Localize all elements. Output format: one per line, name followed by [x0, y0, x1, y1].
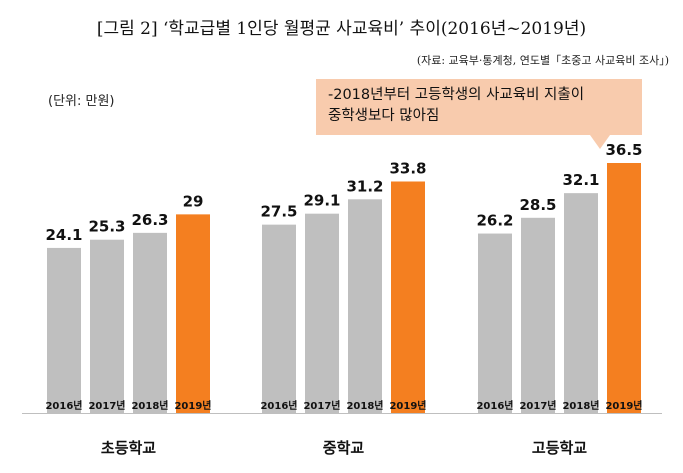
- data-label: 28.5: [519, 196, 556, 214]
- data-label: 27.5: [260, 203, 297, 221]
- data-label: 26.3: [131, 211, 168, 229]
- data-label: 33.8: [389, 159, 426, 177]
- bar: [305, 213, 339, 413]
- year-label: 2017년: [519, 399, 556, 412]
- year-label: 2019년: [174, 399, 211, 412]
- callout-line-1: -2018년부터 고등학생의 사교육비 지출이: [328, 87, 585, 103]
- category-label: 고등학교: [532, 439, 587, 457]
- data-label: 24.1: [45, 226, 82, 244]
- year-label: 2018년: [562, 399, 599, 412]
- year-label: 2018년: [131, 399, 168, 412]
- callout-pointer: [590, 135, 610, 149]
- bar: [564, 193, 598, 413]
- year-label: 2016년: [260, 399, 297, 412]
- bar: [90, 239, 124, 413]
- year-label: 2017년: [303, 399, 340, 412]
- data-label: 29.1: [303, 192, 340, 210]
- bar: [133, 232, 167, 413]
- bar: [521, 217, 555, 413]
- year-label: 2017년: [88, 399, 125, 412]
- year-label: 2016년: [476, 399, 513, 412]
- bar: [607, 163, 641, 413]
- unit-label: (단위: 만원): [48, 94, 115, 109]
- bar: [262, 224, 296, 413]
- callout-box: -2018년부터 고등학생의 사교육비 지출이 중학생보다 많아짐: [316, 79, 642, 135]
- chart-title: [그림 2] ‘학교급별 1인당 월평균 사교육비’ 추이(2016년~2019…: [96, 19, 587, 39]
- year-label: 2019년: [605, 399, 642, 412]
- bar: [391, 181, 425, 413]
- data-label: 29: [183, 192, 204, 210]
- year-label: 2018년: [346, 399, 383, 412]
- year-label: 2016년: [45, 399, 82, 412]
- category-label: 초등학교: [101, 439, 156, 457]
- year-label: 2019년: [389, 399, 426, 412]
- data-label: 31.2: [346, 177, 383, 195]
- bar: [348, 199, 382, 413]
- bar: [176, 214, 210, 413]
- category-label: 중학교: [323, 439, 365, 457]
- bar: [478, 233, 512, 413]
- data-label: 26.2: [476, 212, 513, 230]
- data-label: 36.5: [605, 141, 642, 159]
- data-label: 25.3: [88, 218, 125, 236]
- bar: [47, 247, 81, 413]
- data-label: 32.1: [562, 171, 599, 189]
- chart-source: (자료: 교육부·통계청, 연도별「초중고 사교육비 조사」): [416, 54, 669, 67]
- callout-line-2: 중학생보다 많아짐: [328, 108, 440, 124]
